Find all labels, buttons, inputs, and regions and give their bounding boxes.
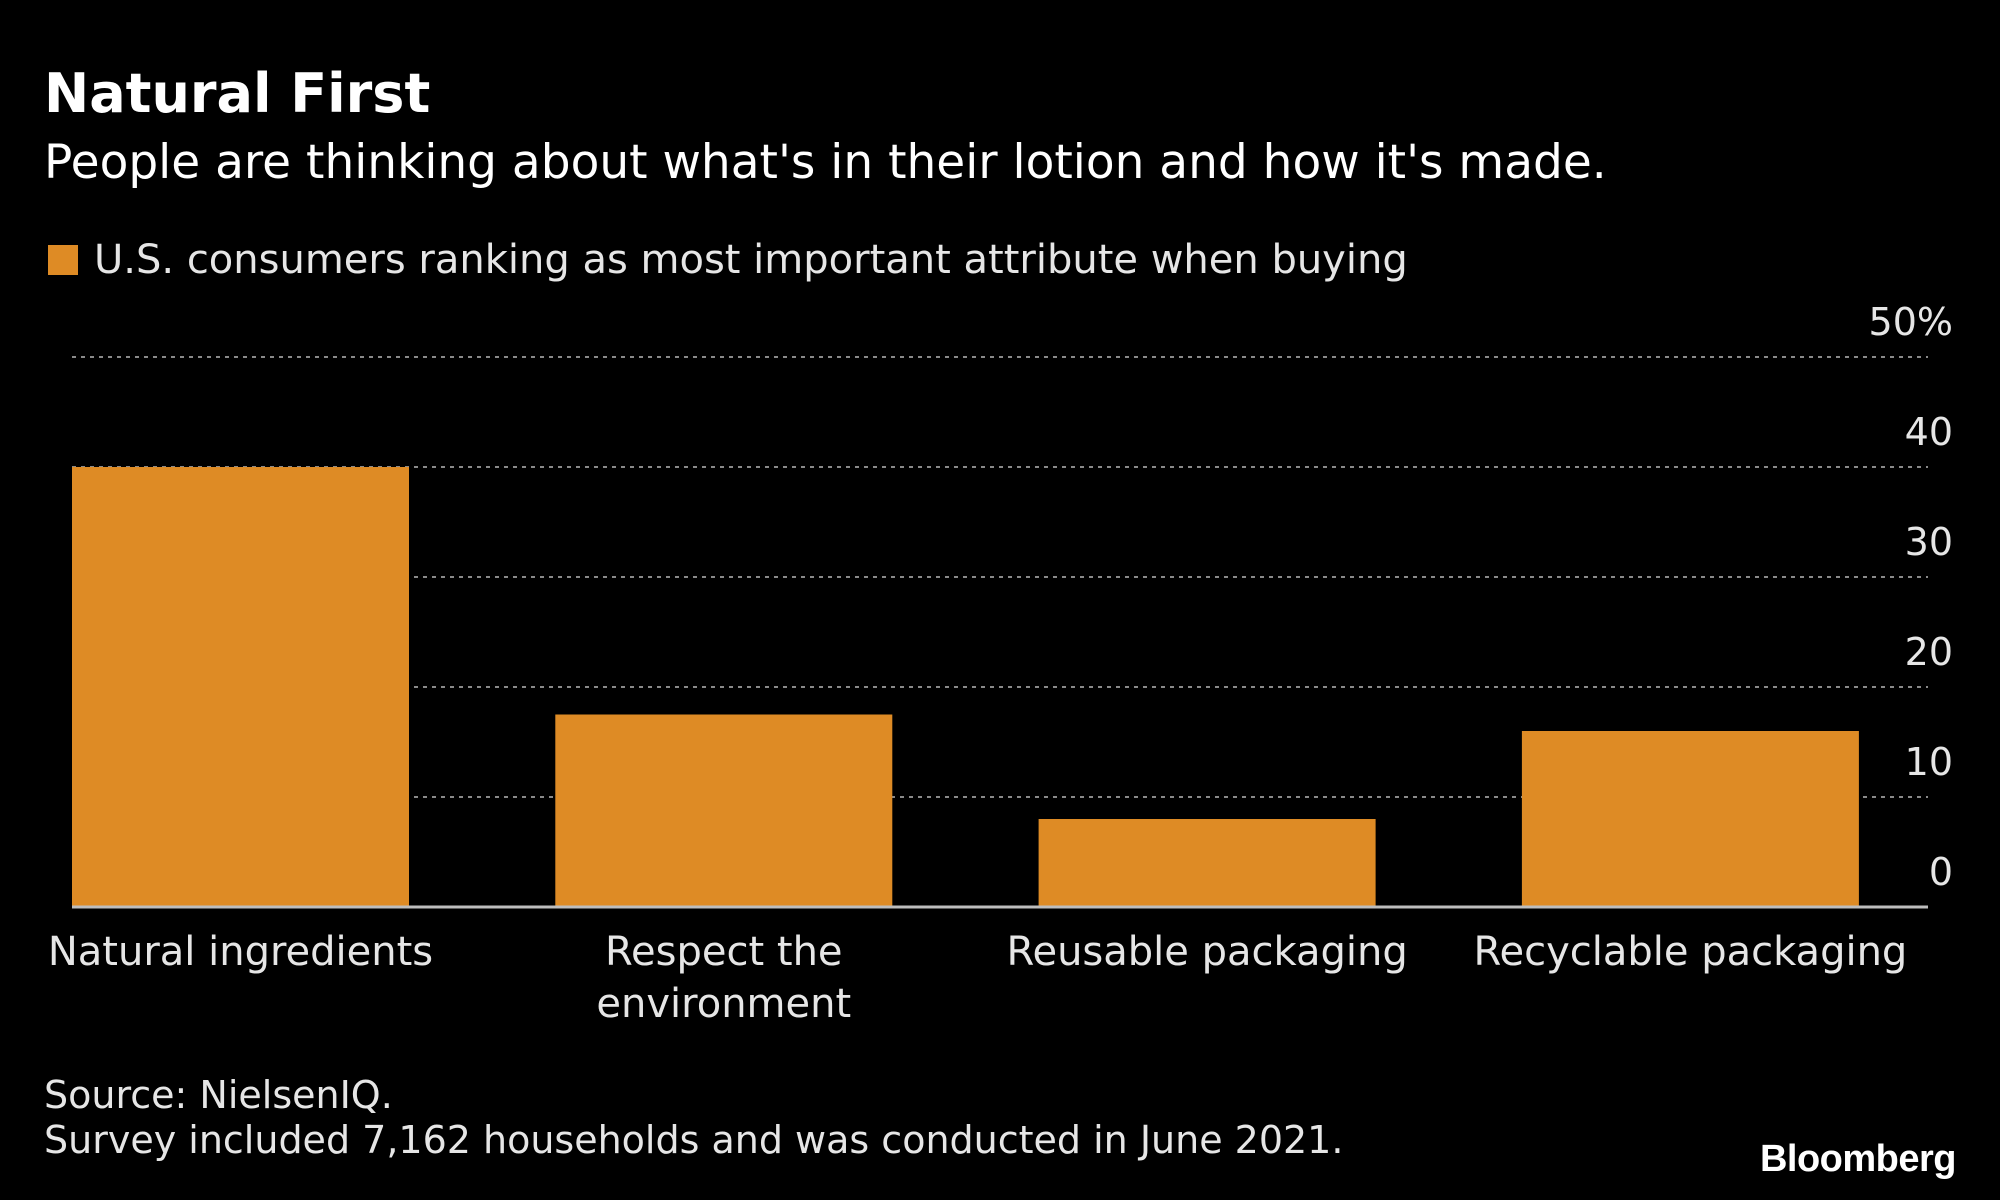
x-tick-label: Recyclable packaging: [1473, 929, 1907, 975]
y-tick-labels: 0 10 20 30 40 50%: [1869, 300, 1953, 894]
source-note: Source: NielsenIQ.: [44, 1073, 393, 1117]
bar: [555, 714, 893, 907]
y-tick-label: 50%: [1869, 300, 1953, 344]
y-tick-label: 10: [1905, 740, 1953, 784]
chart-legend: U.S. consumers ranking as most important…: [48, 232, 1408, 288]
chart-title: Natural First: [44, 62, 431, 125]
bar: [72, 467, 409, 907]
bloomberg-logo: Bloomberg: [1759, 1138, 1957, 1180]
y-tick-label: 0: [1929, 850, 1953, 894]
bar-chart: 0 10 20 30 40 50% Natural ingredients Respect …: [48, 300, 1953, 1027]
x-tick-label: Respect the environment: [596, 929, 851, 1027]
x-tick-label: Natural ingredients: [48, 929, 433, 975]
bar: [1521, 731, 1859, 907]
bars: [72, 467, 1859, 907]
y-tick-label: 20: [1905, 630, 1953, 674]
y-tick-label: 40: [1905, 410, 1953, 454]
y-tick-label: 30: [1905, 520, 1953, 564]
chart-subtitle: People are thinking about what's in thei…: [44, 135, 1607, 190]
bar: [1038, 819, 1376, 907]
x-tick-label: Reusable packaging: [1006, 929, 1407, 975]
legend-label: U.S. consumers ranking as most important…: [94, 237, 1408, 283]
x-tick-labels: Natural ingredients Respect the environmen…: [48, 929, 1907, 1027]
survey-note: Survey included 7,162 households and was…: [44, 1118, 1344, 1162]
legend-swatch: [48, 245, 78, 275]
